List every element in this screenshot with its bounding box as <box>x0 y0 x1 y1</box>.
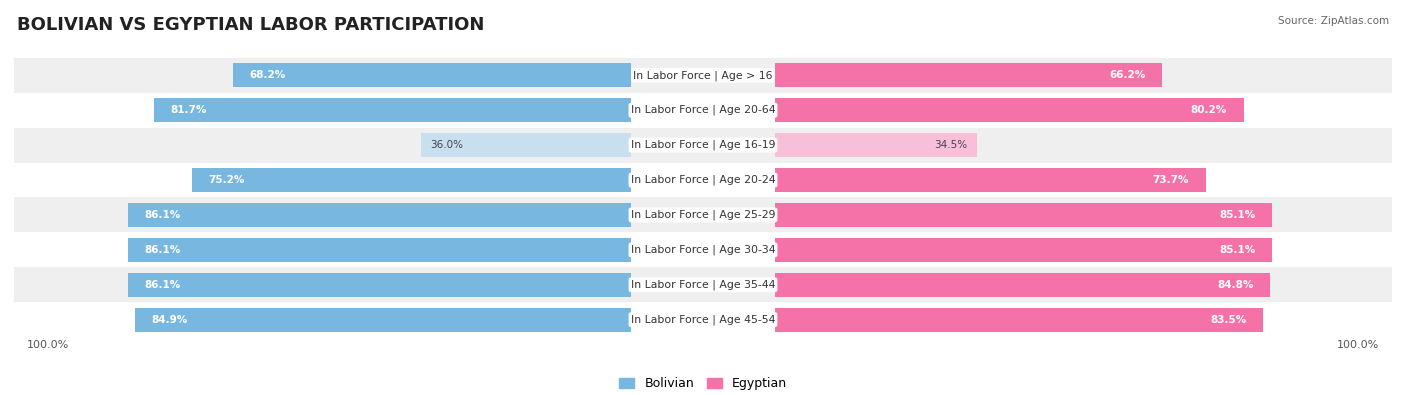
Bar <box>775 203 1272 227</box>
Text: 73.7%: 73.7% <box>1153 175 1189 185</box>
Text: 81.7%: 81.7% <box>170 105 207 115</box>
Bar <box>14 302 1392 337</box>
Text: In Labor Force | Age 30-34: In Labor Force | Age 30-34 <box>631 245 775 255</box>
Bar <box>128 273 631 297</box>
Text: 84.9%: 84.9% <box>152 315 187 325</box>
Bar <box>775 168 1205 192</box>
Bar <box>232 64 631 87</box>
Text: 86.1%: 86.1% <box>145 210 181 220</box>
Bar <box>128 203 631 227</box>
Text: 86.1%: 86.1% <box>145 245 181 255</box>
Text: 86.1%: 86.1% <box>145 280 181 290</box>
Bar <box>14 267 1392 302</box>
Legend: Bolivian, Egyptian: Bolivian, Egyptian <box>614 372 792 395</box>
Text: 80.2%: 80.2% <box>1191 105 1227 115</box>
Text: 84.8%: 84.8% <box>1218 280 1254 290</box>
Bar <box>775 308 1263 331</box>
Bar <box>135 308 631 331</box>
Text: 85.1%: 85.1% <box>1219 210 1256 220</box>
Text: Source: ZipAtlas.com: Source: ZipAtlas.com <box>1278 16 1389 26</box>
Bar <box>775 238 1272 262</box>
Bar <box>14 58 1392 93</box>
Text: In Labor Force | Age 35-44: In Labor Force | Age 35-44 <box>631 280 775 290</box>
Text: In Labor Force | Age > 16: In Labor Force | Age > 16 <box>633 70 773 81</box>
Bar <box>775 64 1161 87</box>
Text: 100.0%: 100.0% <box>1337 340 1379 350</box>
Bar <box>775 133 977 157</box>
Text: BOLIVIAN VS EGYPTIAN LABOR PARTICIPATION: BOLIVIAN VS EGYPTIAN LABOR PARTICIPATION <box>17 16 484 34</box>
Bar <box>191 168 631 192</box>
Bar <box>14 198 1392 232</box>
Text: 85.1%: 85.1% <box>1219 245 1256 255</box>
Bar <box>775 98 1243 122</box>
Text: 66.2%: 66.2% <box>1109 70 1146 80</box>
Bar <box>14 232 1392 267</box>
Bar <box>14 128 1392 163</box>
Text: 68.2%: 68.2% <box>249 70 285 80</box>
Text: 36.0%: 36.0% <box>430 140 464 150</box>
Text: 75.2%: 75.2% <box>208 175 245 185</box>
Bar <box>14 163 1392 198</box>
Text: In Labor Force | Age 20-24: In Labor Force | Age 20-24 <box>631 175 775 185</box>
Bar <box>420 133 631 157</box>
Text: 100.0%: 100.0% <box>27 340 69 350</box>
Bar <box>128 238 631 262</box>
Text: In Labor Force | Age 45-54: In Labor Force | Age 45-54 <box>631 314 775 325</box>
Text: 34.5%: 34.5% <box>934 140 967 150</box>
Text: 83.5%: 83.5% <box>1211 315 1246 325</box>
Text: In Labor Force | Age 25-29: In Labor Force | Age 25-29 <box>631 210 775 220</box>
Text: In Labor Force | Age 20-64: In Labor Force | Age 20-64 <box>631 105 775 115</box>
Bar <box>14 93 1392 128</box>
Bar <box>775 273 1271 297</box>
Text: In Labor Force | Age 16-19: In Labor Force | Age 16-19 <box>631 140 775 150</box>
Bar <box>153 98 631 122</box>
